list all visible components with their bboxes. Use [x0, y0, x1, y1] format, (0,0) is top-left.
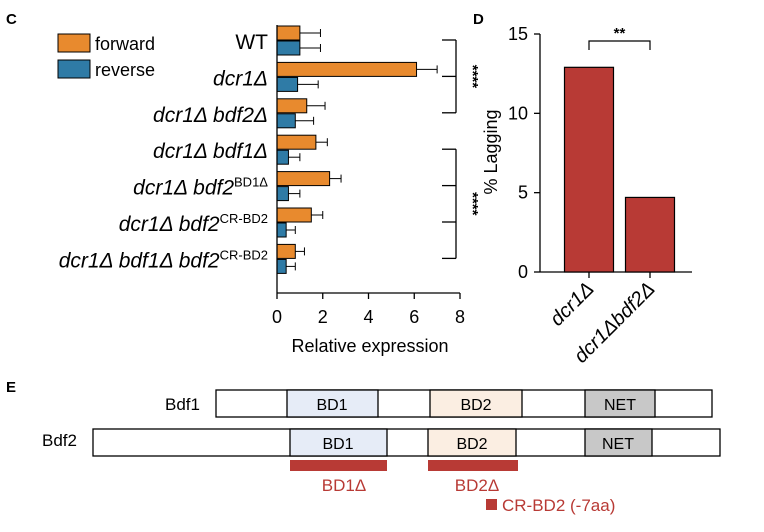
- bar-forward: [276, 98, 308, 114]
- x-tick-label: 8: [455, 307, 465, 327]
- domain-box-net: [584, 428, 653, 457]
- significance-label: **: [614, 25, 626, 42]
- category-label-base: dcr1Δ bdf2: [133, 177, 234, 200]
- deletion-bar-cr-bd2: [486, 499, 497, 510]
- significance-label: ****: [464, 192, 481, 216]
- x-axis-label: Relative expression: [291, 336, 448, 356]
- y-axis: 0 5 10 15: [508, 24, 692, 282]
- category-label-superscript: CR-BD2: [220, 211, 268, 226]
- category-label-superscript: CR-BD2: [220, 247, 268, 262]
- deletion-label-cr-bd2: CR-BD2 (-7aa): [502, 496, 615, 515]
- bar-lagging: [563, 66, 615, 273]
- category-label-base: dcr1Δ bdf1Δ: [153, 140, 268, 163]
- significance-bracket-line: [588, 40, 651, 50]
- category-label: dcr1Δ bdf1Δ bdf2CR-BD2: [59, 247, 268, 272]
- domain-box-bd1: [289, 428, 388, 457]
- category-label-base: WT: [235, 31, 268, 54]
- deletion-bar-bd2: [428, 460, 518, 471]
- domain-box-net: [584, 389, 656, 418]
- category-label-base: dcr1Δ: [213, 67, 268, 90]
- domain-box-bd2: [427, 428, 517, 457]
- bar-reverse: [276, 258, 287, 274]
- bar-reverse: [276, 40, 301, 56]
- protein-label-bdf1: Bdf1: [165, 395, 200, 414]
- legend-reverse-label: reverse: [95, 60, 155, 80]
- y-tick-label: 10: [508, 103, 528, 123]
- category-label-base: dcr1Δ bdf2: [119, 213, 220, 236]
- deletion-bar-bd1: [290, 460, 387, 471]
- legend-forward-swatch: [57, 33, 91, 53]
- bar-forward: [276, 207, 312, 223]
- legend-forward-label: forward: [95, 34, 155, 54]
- x-tick-label: 6: [409, 307, 419, 327]
- domain-label-bd1: BD1: [322, 436, 353, 453]
- bar-reverse: [276, 113, 296, 129]
- y-tick-label: 5: [518, 183, 528, 203]
- panel-c-chart: forward reverse WT dcr1Δ dcr1Δ bdf2Δ dcr1Δ …: [57, 25, 481, 356]
- x-tick-label: 0: [272, 307, 282, 327]
- category-label: dcr1Δ bdf2BD1Δ: [133, 175, 268, 200]
- panel-letter-c: C: [6, 11, 17, 28]
- bar-lagging: [624, 196, 676, 273]
- domain-label-bd2: BD2: [460, 397, 491, 414]
- panel-e-domain-diagram: Bdf1 BD1 BD2 NET Bdf2 BD1 BD2 NET BD1Δ B…: [42, 389, 721, 515]
- y-axis-label: % Lagging: [481, 109, 501, 194]
- category-label: WT: [235, 31, 268, 54]
- bar-reverse: [276, 186, 289, 202]
- bar-reverse: [276, 222, 287, 238]
- significance-label: ****: [464, 65, 481, 89]
- deletion-label-bd1: BD1Δ: [322, 476, 366, 495]
- domain-label-net: NET: [602, 436, 634, 453]
- bar-forward: [276, 171, 331, 187]
- x-tick-label: 4: [363, 307, 373, 327]
- panel-letter-e: E: [6, 379, 16, 396]
- domain-label-net: NET: [604, 397, 636, 414]
- bar-reverse: [276, 149, 289, 165]
- deletion-label-bd2: BD2Δ: [455, 476, 499, 495]
- bar-reverse: [276, 76, 299, 92]
- category-label-superscript: BD1Δ: [234, 175, 268, 190]
- bar-forward: [276, 25, 301, 41]
- panel-letter-d: D: [473, 11, 484, 28]
- category-label-base: dcr1Δ bdf1Δ bdf2: [59, 249, 220, 272]
- x-category-label: dcr1Δ: [546, 278, 599, 331]
- domain-box-bd1: [286, 389, 379, 418]
- legend: forward reverse: [57, 33, 155, 80]
- category-label: dcr1Δ bdf2CR-BD2: [119, 211, 268, 236]
- x-tick-label: 2: [318, 307, 328, 327]
- category-label: dcr1Δ bdf1Δ: [153, 140, 268, 163]
- protein-label-bdf2: Bdf2: [42, 431, 77, 450]
- domain-label-bd1: BD1: [316, 397, 347, 414]
- y-tick-label: 15: [508, 24, 528, 44]
- significance-brackets: **** ****: [442, 39, 481, 260]
- x-axis: 0 2 4 6 8: [272, 25, 465, 327]
- bar-forward: [276, 134, 317, 150]
- legend-reverse-swatch: [57, 59, 91, 79]
- domain-box-bd2: [429, 389, 523, 418]
- y-tick-label: 0: [518, 262, 528, 282]
- category-label: dcr1Δ: [213, 67, 268, 90]
- category-label: dcr1Δ bdf2Δ: [153, 104, 268, 127]
- bar-forward: [276, 61, 418, 77]
- significance-bracket: **: [588, 25, 651, 50]
- domain-label-bd2: BD2: [456, 436, 487, 453]
- category-label-base: dcr1Δ bdf2Δ: [153, 104, 268, 127]
- bar-forward: [276, 243, 296, 259]
